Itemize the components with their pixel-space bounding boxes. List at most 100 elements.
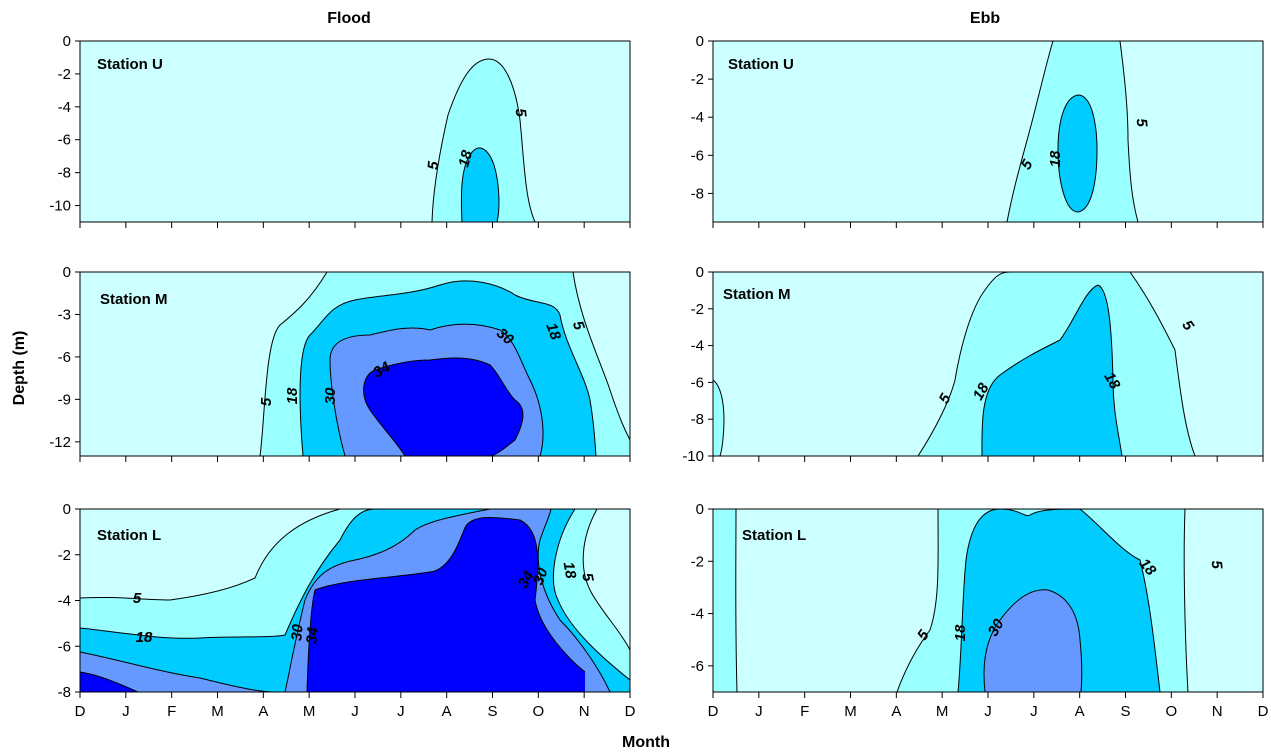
y-tick-label: -8 (691, 411, 704, 428)
contour-label-30: 30 (530, 565, 552, 587)
station-label: Station M (100, 291, 168, 308)
contour-30 (537, 508, 611, 693)
x-tick-label: F (167, 703, 176, 720)
fill-above-34 (80, 517, 585, 692)
contour-5 (431, 58, 536, 223)
station-label: Station M (723, 286, 791, 303)
y-tick-label: -10 (49, 198, 71, 215)
fill-18-to-30 (981, 285, 1122, 456)
fill-5-to-18 (432, 58, 535, 223)
fill-18-to-30 (1058, 95, 1097, 212)
contour-label-5: 5 (578, 572, 596, 584)
x-tick-label: N (1212, 703, 1223, 720)
y-tick-label: -9 (58, 391, 71, 408)
x-tick-label: O (1165, 703, 1177, 720)
y-tick-label: -4 (691, 338, 704, 355)
y-tick-label: -2 (58, 547, 71, 564)
station-label: Station U (97, 56, 163, 73)
contour-5 (735, 508, 738, 693)
y-tick-label: -3 (58, 306, 71, 323)
contour-label-5: 5 (1208, 560, 1226, 570)
x-tick-label: A (1075, 703, 1085, 720)
x-tick-label: J (1030, 703, 1038, 720)
contour-18 (1057, 94, 1098, 213)
x-tick-label: M (936, 703, 949, 720)
x-tick-label: D (625, 703, 636, 720)
y-tick-label: -6 (58, 132, 71, 149)
y-tick-label: -8 (58, 165, 71, 182)
y-tick-label: -2 (691, 553, 704, 570)
y-tick-label: 0 (63, 264, 71, 281)
contour-18 (957, 508, 1161, 693)
y-tick-label: -6 (691, 147, 704, 164)
contour-5 (1129, 271, 1196, 457)
fill-above-34 (363, 357, 523, 456)
x-axis-title: Month (622, 734, 670, 751)
contour-5 (712, 379, 725, 457)
y-tick-label: -6 (691, 374, 704, 391)
contour-34 (79, 671, 139, 693)
x-tick-label: J (122, 703, 130, 720)
contour-label-30: 30 (322, 387, 339, 404)
y-tick-label: -6 (691, 658, 704, 675)
contour-label-30: 30 (288, 623, 306, 642)
y-tick-label: -8 (58, 684, 71, 701)
fill-5-to-18 (713, 509, 737, 692)
contour-18 (981, 284, 1123, 457)
x-tick-label: D (1258, 703, 1269, 720)
y-tick-label: 0 (696, 501, 704, 518)
contour-5 (1006, 40, 1054, 223)
fill-18-to-30 (461, 147, 499, 222)
x-tick-label: D (75, 703, 86, 720)
x-tick-label: M (303, 703, 316, 720)
contour-label-18: 18 (952, 624, 969, 641)
contour-5 (1183, 508, 1189, 693)
y-tick-label: -4 (58, 593, 71, 610)
contour-label-5: 5 (1133, 118, 1151, 128)
y-tick-label: -4 (691, 606, 704, 623)
panel-flood-station-m: Station M (79, 271, 631, 457)
contour-label-5: 5 (425, 160, 443, 170)
x-tick-label: A (258, 703, 268, 720)
x-tick-label: O (532, 703, 544, 720)
y-tick-label: -6 (58, 638, 71, 655)
x-tick-label: J (755, 703, 763, 720)
contour-label-18: 18 (284, 387, 301, 404)
x-tick-label: J (351, 703, 359, 720)
station-label: Station L (742, 527, 806, 544)
contour-label-18: 18 (1047, 150, 1064, 167)
contour-18 (552, 508, 631, 681)
panel-flood-station-u: Station U (79, 40, 631, 223)
y-tick-label: -4 (58, 99, 71, 116)
x-tick-label: F (800, 703, 809, 720)
y-tick-label: 0 (63, 501, 71, 518)
contour-34 (363, 357, 524, 457)
contour-5 (1119, 40, 1139, 223)
contour-5 (259, 271, 328, 457)
x-tick-label: M (844, 703, 857, 720)
fill-30-to-34 (983, 589, 1082, 692)
contour-34 (306, 516, 586, 693)
contour-label-18: 18 (455, 148, 476, 169)
x-tick-label: S (1120, 703, 1130, 720)
contour-5 (582, 508, 631, 651)
y-axis-title: Depth (m) (11, 331, 28, 406)
y-tick-label: -8 (691, 185, 704, 202)
y-tick-label: -12 (49, 434, 71, 451)
column-title-flood: Flood (327, 10, 371, 27)
contour-18 (460, 147, 500, 223)
axes-layer: 0-2-4-6-8-100-3-6-9-120-2-4-6-8D J F M A M J J A… (49, 33, 1268, 720)
x-tick-label: J (984, 703, 992, 720)
panel-ebb-station-u: Station U (712, 40, 1264, 223)
y-tick-label: -6 (58, 349, 71, 366)
contour-label-18: 18 (542, 321, 564, 343)
y-tick-label: -2 (58, 66, 71, 83)
contour-18 (79, 508, 376, 639)
contour-label-5: 5 (133, 590, 142, 607)
contour-30 (79, 651, 276, 693)
y-tick-label: 0 (696, 264, 704, 281)
panel-flood-station-l: Station L (79, 508, 631, 693)
x-tick-label: N (579, 703, 590, 720)
